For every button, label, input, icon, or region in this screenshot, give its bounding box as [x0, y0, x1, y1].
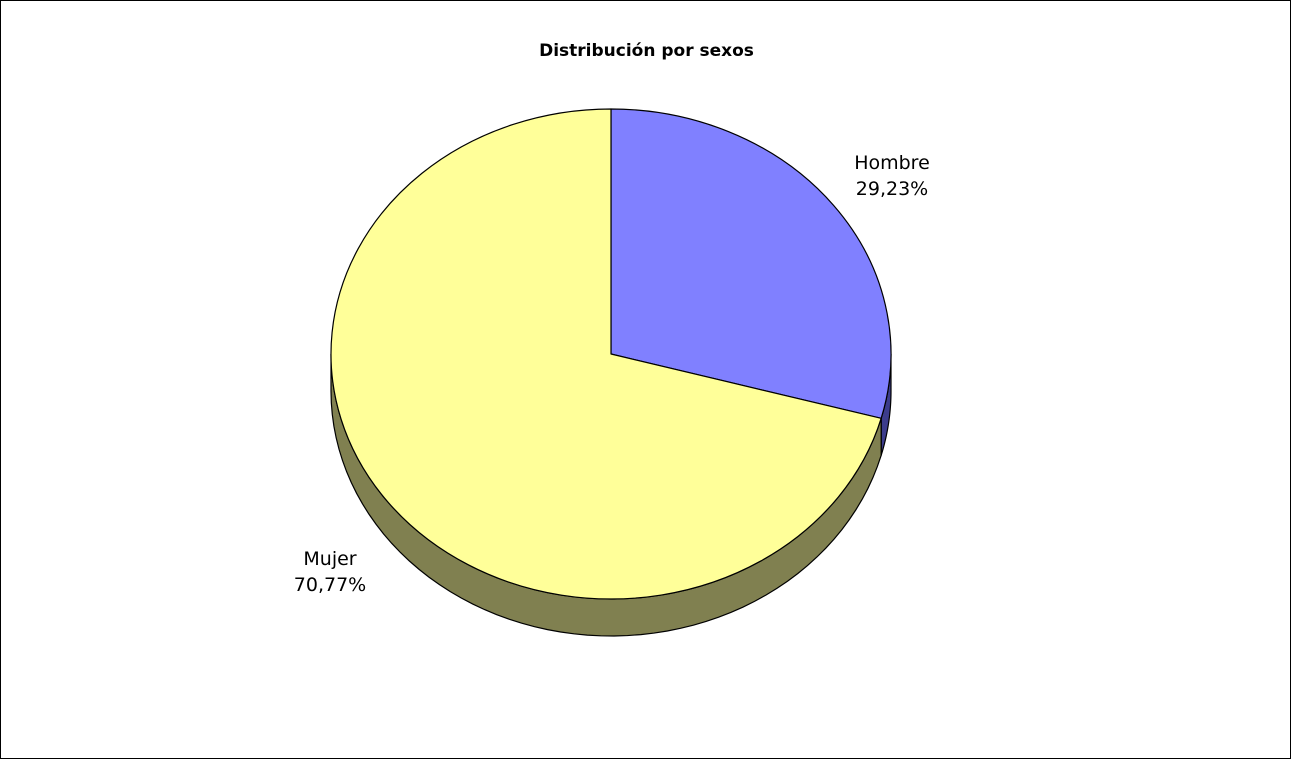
pie-label-layer: Hombre 29,23% Mujer 70,77% — [294, 152, 930, 596]
slice-label-mujer: Mujer — [303, 548, 356, 570]
pie-slice-hombre — [610, 108, 892, 419]
chart-title: Distribución por sexos — [539, 41, 754, 61]
slice-value-hombre: 29,23% — [856, 178, 928, 200]
pie-top-layer — [330, 108, 892, 600]
slice-label-hombre: Hombre — [854, 152, 930, 174]
pie-slice-mujer — [330, 108, 882, 600]
slice-value-mujer: 70,77% — [294, 574, 366, 596]
